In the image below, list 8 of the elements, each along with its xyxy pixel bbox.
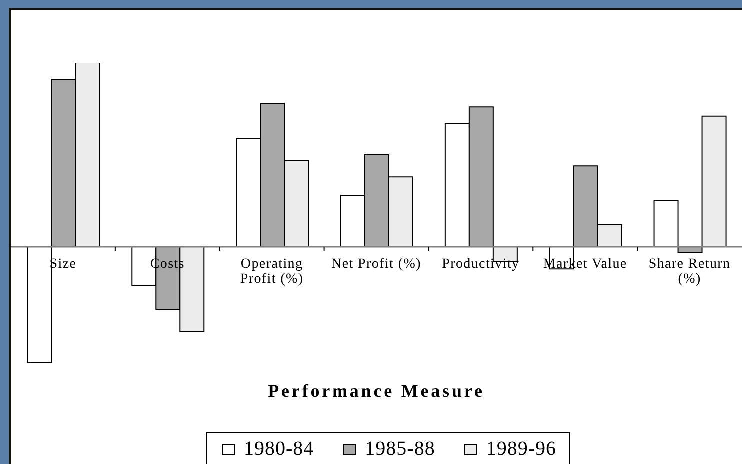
legend-label: 1989-96	[486, 438, 557, 460]
x-tick-label: Productivity	[442, 256, 520, 272]
x-tick-label: Net Profit (%)	[332, 256, 422, 272]
legend-label: 1985-88	[365, 438, 436, 460]
x-axis-title: Performance Measure	[268, 380, 485, 401]
legend-label: 1980-84	[244, 438, 314, 460]
x-tick-label: Share Return (%)	[648, 256, 731, 287]
x-tick-label: Operating Profit (%)	[240, 256, 304, 287]
